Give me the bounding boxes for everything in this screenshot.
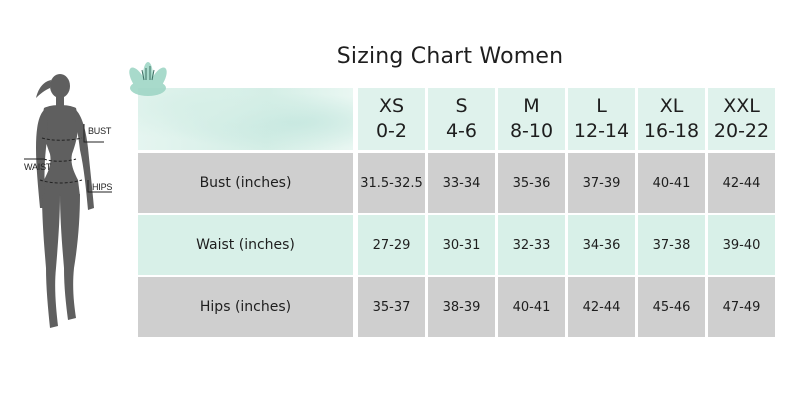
table-cell: 37-39 [568,153,635,213]
table-cell: 40-41 [638,153,705,213]
size-header-xs: XS 0-2 [358,88,425,150]
watercolor-decoration [138,88,353,150]
size-name: S [455,95,468,118]
size-header-xl: XL 16-18 [638,88,705,150]
size-range: 12-14 [573,120,630,142]
size-name: XXL [723,95,760,118]
table-cell: 32-33 [498,215,565,275]
table-cell: 34-36 [568,215,635,275]
table-cell: 42-44 [568,277,635,337]
row-label-bust: Bust (inches) [138,153,353,213]
table-cell: 35-37 [358,277,425,337]
table-cell: 39-40 [708,215,775,275]
bust-label: BUST [88,126,112,136]
table-cell: 27-29 [358,215,425,275]
hips-label: HIPS [92,182,113,192]
table-cell: 47-49 [708,277,775,337]
size-range: 20-22 [713,120,770,142]
table-cell: 33-34 [428,153,495,213]
table-cell: 42-44 [708,153,775,213]
table-cell: 45-46 [638,277,705,337]
waist-label: WAIST [24,162,52,172]
table-cell: 30-31 [428,215,495,275]
table-cell: 37-38 [638,215,705,275]
row-label-hips: Hips (inches) [138,277,353,337]
size-name: XS [378,95,405,118]
table-cell: 40-41 [498,277,565,337]
woman-silhouette-icon [24,74,112,328]
size-name: XL [659,95,684,118]
size-name: M [523,95,540,118]
size-header-xxl: XXL 20-22 [708,88,775,150]
size-range: 8-10 [509,120,554,142]
size-header-m: M 8-10 [498,88,565,150]
woman-silhouette: BUST WAIST HIPS [0,68,125,338]
size-header-l: L 12-14 [568,88,635,150]
table-cell: 31.5-32.5 [358,153,425,213]
size-range: 0-2 [375,120,408,142]
table-cell: 35-36 [498,153,565,213]
size-name: L [596,95,607,118]
flower-icon [129,62,167,96]
chart-title: Sizing Chart Women [336,44,564,69]
row-label-waist: Waist (inches) [138,215,353,275]
size-header-s: S 4-6 [428,88,495,150]
size-range: 16-18 [643,120,700,142]
table-cell: 38-39 [428,277,495,337]
size-range: 4-6 [445,120,478,142]
